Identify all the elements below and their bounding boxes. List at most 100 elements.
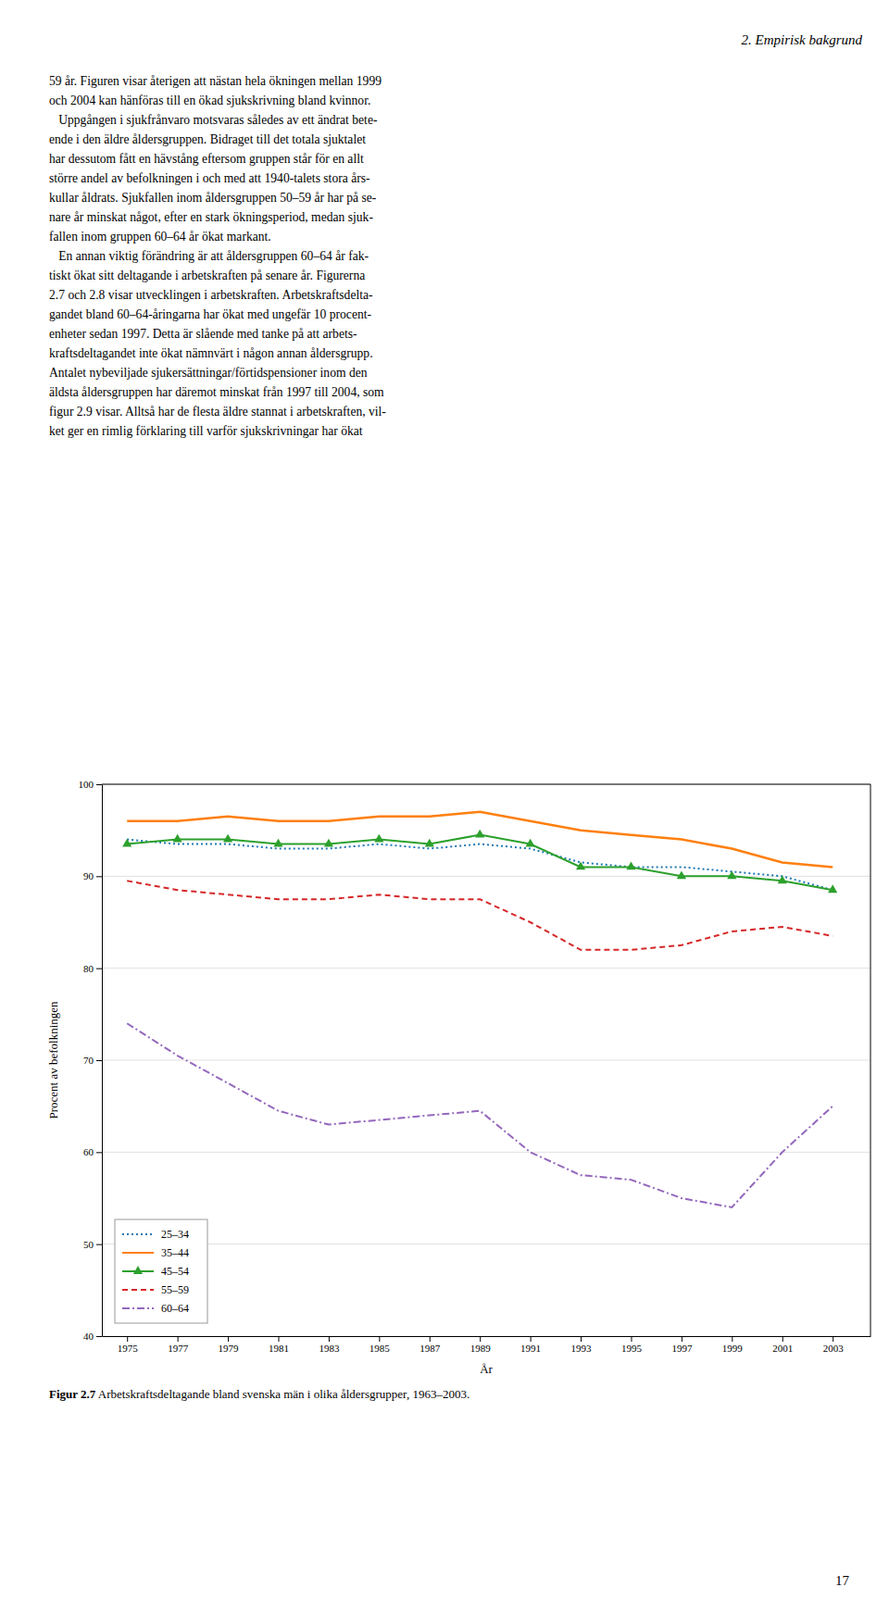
y-tick: 100: [78, 778, 103, 790]
body-line: gandet bland 60–64-åringarna har ökat me…: [49, 307, 372, 322]
header: 2. Empirisk bakgrund: [741, 32, 864, 48]
y-axis-line: [101, 785, 103, 1338]
x-tick-mark: [479, 1336, 481, 1342]
x-tick-mark: [378, 1336, 380, 1342]
x-tick: 1979: [218, 1336, 239, 1354]
x-tick-label: 1981: [268, 1342, 289, 1354]
x-tick-mark: [227, 1336, 229, 1342]
series-marker: [676, 870, 687, 879]
body-line: fallen inom gruppen 60–64 år ökat markan…: [49, 229, 272, 244]
x-tick-label: 2003: [823, 1342, 845, 1354]
x-tick: 1995: [621, 1336, 643, 1354]
x-tick-label: 1991: [520, 1342, 541, 1354]
legend: 25–3435–4445–5455–5960–64: [114, 1219, 208, 1324]
series-marker: [827, 884, 838, 893]
series-line: [126, 1023, 833, 1208]
body-line: ket ger en rimlig förklaring till varför…: [49, 424, 364, 439]
x-tick-mark: [580, 1336, 582, 1342]
grid-line: [101, 1060, 871, 1062]
x-tick-mark: [177, 1336, 179, 1342]
body-line: äldsta åldersgruppen har däremot minskat…: [49, 385, 385, 400]
body-line: 2.7 och 2.8 visar utvecklingen i arbetsk…: [49, 287, 374, 302]
legend-swatch: [122, 1233, 154, 1236]
y-tick-mark: [96, 876, 102, 877]
x-tick-label: 1999: [722, 1342, 744, 1354]
x-tick-mark: [429, 1336, 431, 1342]
legend-box: [114, 1219, 208, 1324]
grid-line: [101, 967, 871, 969]
legend-label: 55–59: [161, 1283, 189, 1297]
body-line: och 2004 kan hänföras till en ökad sjuks…: [49, 93, 371, 108]
x-tick: 2001: [772, 1336, 793, 1354]
grid-line: [101, 1151, 871, 1153]
x-tick: 1977: [167, 1336, 189, 1354]
body-line: ende i den äldre åldersgruppen. Bidraget…: [49, 132, 366, 147]
y-tick-label: 60: [83, 1146, 95, 1158]
x-axis-line: [102, 1336, 872, 1338]
y-tick: 60: [83, 1146, 102, 1158]
series-line: [126, 835, 833, 891]
x-tick: 1987: [419, 1336, 441, 1354]
page: 2. Empirisk bakgrund59 år. Figuren visar…: [0, 0, 889, 1600]
x-tick: 2003: [823, 1336, 845, 1354]
x-tick: 1993: [571, 1336, 593, 1354]
legend-swatch: [122, 1252, 154, 1254]
series-marker: [475, 829, 485, 839]
x-tick-mark: [630, 1336, 632, 1342]
series-marker: [122, 838, 132, 848]
x-tick-mark: [530, 1336, 532, 1342]
y-tick-label: 70: [83, 1054, 95, 1066]
legend-label: 35–44: [161, 1246, 189, 1260]
x-tick: 1999: [722, 1336, 744, 1354]
y-tick-mark: [96, 1336, 102, 1338]
x-tick-label: 1979: [218, 1342, 239, 1354]
body-line: nare år minskat något, efter en stark ök…: [49, 210, 374, 225]
legend-swatch: [122, 1289, 154, 1291]
x-tick-mark: [126, 1336, 128, 1342]
legend-label: 45–54: [161, 1264, 189, 1278]
x-axis: 1975197719791981198319851987198919911993…: [102, 1336, 872, 1354]
y-tick-label: 80: [83, 963, 95, 975]
series-marker: [777, 875, 788, 884]
body-line: kraftsdeltagandet inte ökat nämnvärt i n…: [49, 346, 374, 361]
series-marker: [525, 838, 536, 848]
grid: [101, 784, 871, 1337]
series-marker: [173, 834, 183, 843]
x-tick: 1997: [671, 1336, 693, 1354]
page-number: 17: [835, 1573, 851, 1589]
y-tick-label: 100: [78, 778, 95, 790]
frame-top: [101, 784, 871, 786]
series-marker: [324, 838, 334, 848]
y-tick-label: 40: [83, 1330, 95, 1342]
y-tick: 70: [83, 1054, 102, 1066]
y-tick-label: 90: [83, 870, 95, 882]
figure-caption: Figur 2.7 Arbetskraftsdeltagande bland s…: [49, 1387, 470, 1402]
body-line: kullar åldrats. Sjukfallen inom åldersgr…: [49, 190, 377, 205]
y-axis: 40 50 60 70 80 90 100: [78, 778, 103, 1342]
x-tick-mark: [832, 1336, 834, 1342]
x-tick-label: 1975: [117, 1342, 139, 1354]
y-tick: 50: [83, 1239, 102, 1251]
y-tick: 80: [83, 963, 102, 975]
grid-line: [101, 784, 871, 786]
legend-swatch: [122, 1307, 154, 1310]
series-marker: [223, 834, 233, 843]
body-line: En annan viktig förändring är att ålders…: [49, 249, 369, 263]
legend-label: 25–34: [161, 1227, 189, 1241]
grid-line: [101, 1243, 871, 1245]
y-tick-mark: [96, 784, 102, 786]
x-tick-label: 2001: [772, 1342, 793, 1354]
y-axis-title: Procent av befolkningen: [46, 1001, 61, 1120]
series-marker: [374, 834, 384, 843]
body-line: Antalet nybeviljade sjukersättningar/för…: [49, 365, 368, 380]
grid-line: [101, 1336, 871, 1338]
y-tick-mark: [96, 1244, 102, 1246]
series-marker: [425, 838, 435, 848]
caption-label: Figur 2.7: [49, 1387, 97, 1402]
x-tick: 1975: [117, 1336, 139, 1354]
plot-area: [122, 812, 838, 1208]
frame-right: [870, 784, 872, 1337]
x-tick-label: 1987: [419, 1342, 441, 1354]
y-tick-label: 50: [83, 1239, 95, 1251]
series-line: [126, 880, 833, 951]
